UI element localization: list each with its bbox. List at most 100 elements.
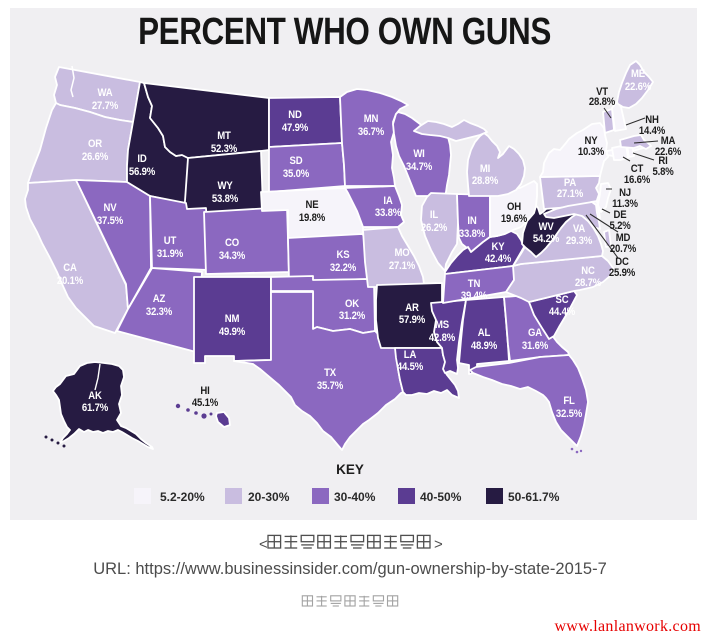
svg-text:26.2%: 26.2% [421, 222, 447, 234]
svg-text:36.7%: 36.7% [358, 126, 384, 138]
svg-text:14.4%: 14.4% [639, 125, 665, 137]
svg-text:MI: MI [480, 163, 491, 175]
svg-text:39.4%: 39.4% [461, 290, 487, 302]
svg-text:MO: MO [394, 247, 409, 259]
svg-text:30-40%: 30-40% [334, 490, 376, 504]
svg-text:TN: TN [468, 278, 480, 290]
svg-text:27.1%: 27.1% [389, 260, 415, 272]
svg-text:SC: SC [556, 294, 570, 306]
svg-text:PERCENT WHO OWN GUNS: PERCENT WHO OWN GUNS [138, 10, 551, 52]
svg-text:MA: MA [661, 135, 676, 147]
svg-text:NC: NC [581, 265, 595, 277]
svg-text:IL: IL [430, 209, 438, 221]
svg-text:ND: ND [288, 109, 301, 121]
svg-text:>: > [434, 536, 443, 553]
svg-text:31.2%: 31.2% [339, 310, 365, 322]
svg-text:33.8%: 33.8% [375, 207, 401, 219]
svg-text:50-61.7%: 50-61.7% [508, 490, 560, 504]
svg-text:DC: DC [615, 256, 629, 268]
svg-text:TX: TX [324, 367, 336, 379]
svg-text:NV: NV [104, 202, 117, 214]
svg-text:NJ: NJ [619, 187, 631, 199]
svg-text:CO: CO [225, 237, 239, 249]
svg-text:42.4%: 42.4% [485, 253, 511, 265]
svg-text:32.2%: 32.2% [330, 262, 356, 274]
svg-text:35.7%: 35.7% [317, 380, 343, 392]
svg-text:www.lanlanwork.com: www.lanlanwork.com [554, 618, 701, 635]
svg-text:10.3%: 10.3% [578, 146, 604, 158]
svg-text:22.6%: 22.6% [655, 146, 681, 158]
svg-text:42.8%: 42.8% [429, 332, 455, 344]
svg-text:20-30%: 20-30% [248, 490, 290, 504]
svg-text:20.1%: 20.1% [57, 275, 83, 287]
svg-text:37.5%: 37.5% [97, 215, 123, 227]
svg-text:OH: OH [507, 201, 521, 213]
svg-text:OK: OK [345, 298, 360, 310]
svg-text:HI: HI [200, 385, 210, 397]
svg-text:44.4%: 44.4% [549, 306, 575, 318]
svg-text:47.9%: 47.9% [282, 122, 308, 134]
svg-text:48.9%: 48.9% [471, 340, 497, 352]
svg-text:31.9%: 31.9% [157, 248, 183, 260]
svg-text:OR: OR [88, 138, 103, 150]
svg-text:ID: ID [137, 153, 146, 165]
svg-text:VT: VT [596, 86, 609, 98]
svg-text:53.8%: 53.8% [212, 193, 238, 205]
svg-text:FL: FL [563, 395, 574, 407]
svg-text:NY: NY [585, 135, 598, 147]
svg-text:VA: VA [573, 223, 586, 235]
svg-text:28.8%: 28.8% [472, 175, 498, 187]
svg-text:33.8%: 33.8% [459, 228, 485, 240]
svg-text:34.7%: 34.7% [406, 161, 432, 173]
svg-text:11.3%: 11.3% [612, 198, 638, 210]
svg-text:19.6%: 19.6% [501, 213, 527, 225]
svg-text:LA: LA [404, 349, 417, 361]
svg-text:19.8%: 19.8% [299, 212, 325, 224]
svg-text:27.7%: 27.7% [92, 100, 118, 112]
svg-text:RI: RI [658, 155, 668, 167]
svg-text:52.3%: 52.3% [211, 143, 237, 155]
svg-text:IA: IA [383, 195, 393, 207]
svg-text:54.2%: 54.2% [533, 233, 559, 245]
svg-text:UT: UT [164, 235, 177, 247]
svg-text:25.9%: 25.9% [609, 267, 635, 279]
svg-text:28.8%: 28.8% [589, 96, 615, 108]
svg-text:NM: NM [225, 313, 240, 325]
svg-text:<: < [259, 536, 268, 553]
svg-text:URL: https://www.businessinsid: URL: https://www.businessinsider.com/gun… [93, 560, 607, 578]
svg-text:40-50%: 40-50% [420, 490, 462, 504]
svg-text:IN: IN [467, 215, 476, 227]
svg-text:5.8%: 5.8% [652, 166, 673, 178]
svg-text:NH: NH [645, 114, 658, 126]
svg-text:5.2%: 5.2% [609, 220, 630, 232]
svg-text:WA: WA [97, 87, 113, 99]
svg-text:WI: WI [413, 148, 425, 160]
svg-text:PA: PA [564, 177, 577, 189]
svg-text:32.3%: 32.3% [146, 306, 172, 318]
svg-text:CT: CT [631, 163, 644, 175]
svg-text:CA: CA [63, 262, 77, 274]
svg-text:KEY: KEY [336, 462, 364, 477]
svg-text:16.6%: 16.6% [624, 174, 650, 186]
svg-text:56.9%: 56.9% [129, 166, 155, 178]
svg-text:45.1%: 45.1% [192, 397, 218, 409]
svg-text:MT: MT [217, 130, 231, 142]
svg-text:KS: KS [337, 249, 350, 261]
svg-text:57.9%: 57.9% [399, 314, 425, 326]
svg-text:29.3%: 29.3% [566, 235, 592, 247]
svg-text:GA: GA [528, 327, 543, 339]
svg-text:AK: AK [88, 390, 102, 402]
svg-text:28.7%: 28.7% [575, 277, 601, 289]
svg-text:AL: AL [478, 327, 490, 339]
svg-text:20.7%: 20.7% [610, 243, 636, 255]
svg-text:MN: MN [364, 113, 379, 125]
svg-text:KY: KY [492, 241, 505, 253]
svg-text:NE: NE [306, 199, 319, 211]
svg-text:MD: MD [616, 232, 631, 244]
svg-text:44.5%: 44.5% [397, 361, 423, 373]
svg-text:DE: DE [614, 209, 627, 221]
svg-text:AR: AR [405, 302, 419, 314]
svg-text:ME: ME [631, 68, 645, 80]
svg-text:5.2-20%: 5.2-20% [160, 490, 205, 504]
svg-text:22.6%: 22.6% [625, 81, 651, 93]
